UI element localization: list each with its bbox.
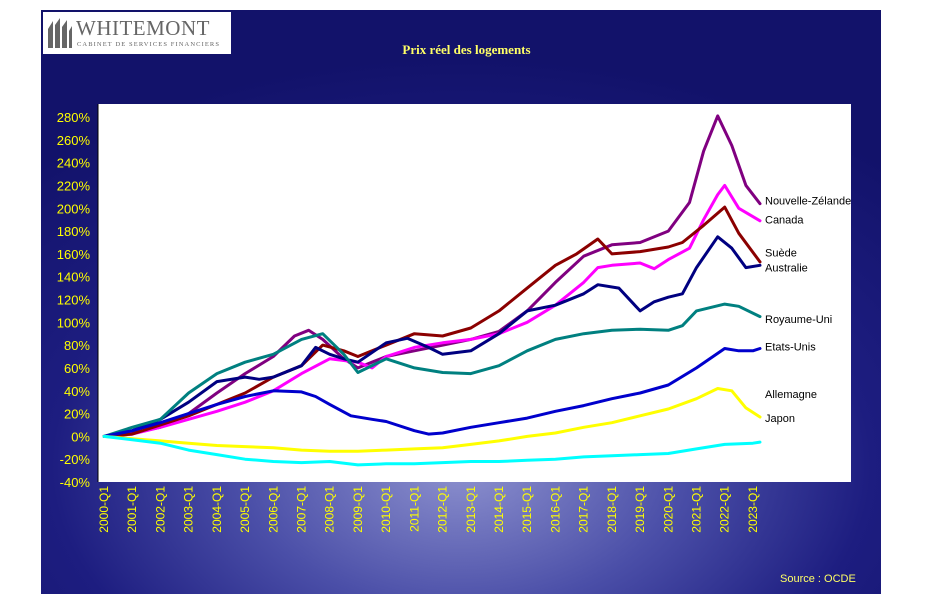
series-line xyxy=(102,434,762,467)
y-tick-label: 100% xyxy=(57,315,91,330)
series-line xyxy=(102,302,762,438)
series-line xyxy=(102,347,762,438)
y-tick-label: 0% xyxy=(71,429,90,444)
x-tick-label: 2019-Q1 xyxy=(633,486,647,533)
x-tick-label: 2004-Q1 xyxy=(210,486,224,533)
series-end-label: Nouvelle-Zélande xyxy=(765,195,851,207)
y-tick-label: 60% xyxy=(64,361,90,376)
y-tick-label: 240% xyxy=(57,156,91,171)
x-tick-label: 2008-Q1 xyxy=(323,486,337,533)
x-tick-label: 2018-Q1 xyxy=(605,486,619,533)
x-tick-label: 2001-Q1 xyxy=(125,486,139,533)
x-tick-label: 2012-Q1 xyxy=(436,486,450,533)
series-line xyxy=(102,205,762,438)
x-tick-label: 2000-Q1 xyxy=(97,486,111,533)
chart-title: Prix réel des logements xyxy=(402,42,531,57)
series-end-label: Allemagne xyxy=(765,389,817,401)
x-tick-label: 2022-Q1 xyxy=(718,486,732,533)
source-note: Source : OCDE xyxy=(780,573,856,585)
company-logo: WHITEMONT CABINET DE SERVICES FINANCIERS xyxy=(43,12,231,54)
x-tick-label: 2003-Q1 xyxy=(182,486,196,533)
x-tick-label: 2002-Q1 xyxy=(153,486,167,533)
x-tick-label: 2016-Q1 xyxy=(548,486,562,533)
y-tick-label: -40% xyxy=(60,475,91,490)
series-end-label: Etats-Unis xyxy=(765,341,816,353)
y-tick-label: 220% xyxy=(57,178,91,193)
series-end-label: Japon xyxy=(765,413,795,425)
logo-icon xyxy=(48,18,72,48)
series-line xyxy=(102,183,762,438)
x-tick-label: 2015-Q1 xyxy=(520,486,534,533)
x-tick-label: 2010-Q1 xyxy=(379,486,393,533)
y-tick-label: 80% xyxy=(64,338,90,353)
series-line xyxy=(102,387,762,453)
logo-tagline: CABINET DE SERVICES FINANCIERS xyxy=(77,41,221,48)
y-tick-label: 260% xyxy=(57,133,91,148)
y-tick-label: 40% xyxy=(64,384,90,399)
x-tick-label: 2006-Q1 xyxy=(266,486,280,533)
y-tick-label: 120% xyxy=(57,293,91,308)
logo-name: WHITEMONT xyxy=(76,16,210,40)
x-tick-label: 2020-Q1 xyxy=(661,486,675,533)
series-end-label: Canada xyxy=(765,215,804,227)
x-tick-label: 2005-Q1 xyxy=(238,486,252,533)
y-tick-label: 160% xyxy=(57,247,91,262)
y-tick-label: -20% xyxy=(60,452,91,467)
y-tick-label: 280% xyxy=(57,110,91,125)
series-end-label: Suède xyxy=(765,248,797,260)
x-tick-label: 2011-Q1 xyxy=(407,486,421,532)
x-tick-label: 2014-Q1 xyxy=(492,486,506,533)
y-tick-label: 140% xyxy=(57,270,91,285)
x-tick-label: 2021-Q1 xyxy=(690,486,704,533)
y-tick-label: 180% xyxy=(57,224,91,239)
series-end-label: Australie xyxy=(765,263,808,275)
x-tick-label: 2017-Q1 xyxy=(577,486,591,533)
series-end-label: Royaume-Uni xyxy=(765,314,832,326)
x-tick-label: 2007-Q1 xyxy=(295,486,309,533)
plot-area xyxy=(98,104,851,482)
x-tick-label: 2013-Q1 xyxy=(464,486,478,533)
y-tick-label: 200% xyxy=(57,201,91,216)
series-line xyxy=(102,235,762,438)
x-tick-label: 2009-Q1 xyxy=(351,486,365,533)
y-tick-label: 20% xyxy=(64,407,90,422)
x-tick-label: 2023-Q1 xyxy=(746,486,760,533)
